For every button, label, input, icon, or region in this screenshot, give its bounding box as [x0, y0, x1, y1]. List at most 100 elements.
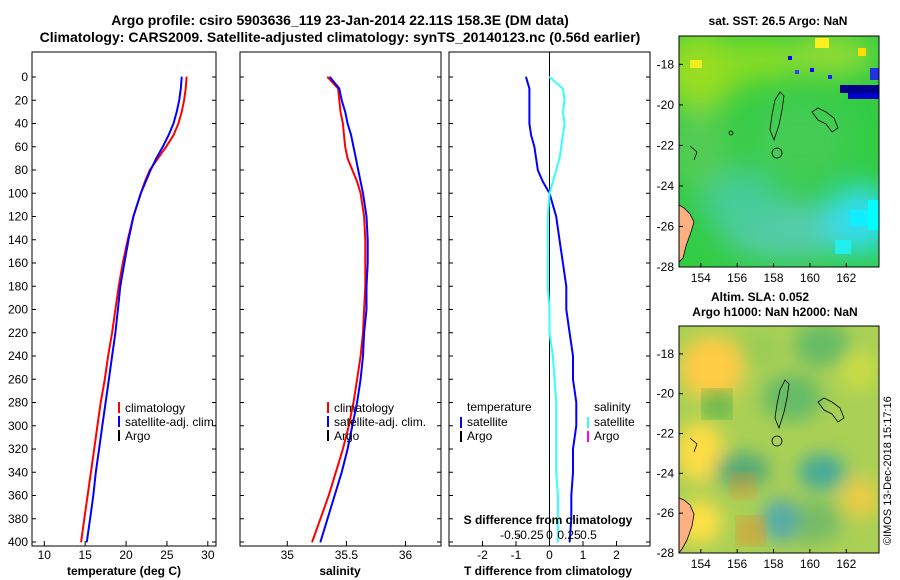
- data-point: [334, 494, 336, 497]
- data-point: [548, 76, 551, 78]
- map-y-tick-label: -24: [657, 179, 675, 193]
- data-point: [548, 332, 551, 334]
- series-line-satellite-adj-clim-: [85, 76, 183, 543]
- salinity-panel: 35 35.5 36 salinity climatology satellite-…: [239, 51, 442, 578]
- data-point: [572, 448, 574, 450]
- legend-climatology-label: climatology: [125, 401, 185, 415]
- data-point: [328, 494, 330, 497]
- map-y-tick-label: -26: [657, 219, 675, 233]
- difference-panel: -2 -1 0 1 2 -0.5-0.25 0 0.25 0.5 S difference f…: [448, 51, 651, 578]
- data-point: [535, 157, 537, 159]
- sst-map-image: [679, 36, 879, 267]
- series-line-salinity-satellite: [546, 76, 566, 542]
- data-point: [108, 378, 110, 380]
- y-tick-label: 180: [8, 279, 28, 293]
- y-tick-label: 200: [8, 303, 28, 317]
- data-point: [570, 494, 572, 497]
- y-tick-label: 80: [15, 163, 29, 177]
- y-tick-label: 340: [8, 465, 28, 479]
- data-point: [180, 88, 182, 90]
- data-point: [86, 541, 88, 543]
- data-point: [183, 99, 185, 101]
- x-tick-label: -1: [511, 548, 522, 562]
- data-point: [363, 308, 365, 311]
- y-tick-label: 40: [15, 117, 29, 131]
- map-y-tick-label: -20: [657, 98, 675, 112]
- map-x-tick-label: 156: [727, 557, 747, 571]
- map-x-tick-label: 154: [691, 271, 711, 285]
- difference-salinity-legend: salinity satellite Argo: [587, 400, 635, 443]
- y-tick-label: 280: [8, 396, 28, 410]
- series-line-temperature-satellite: [525, 76, 578, 543]
- legend-satellite-label: satellite-adj. clim.: [125, 415, 217, 429]
- temperature-axes-frame: [31, 51, 217, 547]
- data-point: [537, 169, 539, 171]
- data-point: [365, 308, 368, 311]
- data-point: [552, 181, 554, 183]
- y-tick-label: 380: [8, 512, 28, 526]
- salinity-axes-frame: [239, 51, 442, 547]
- sla-map-panel: Altim. SLA: 0.052 Argo h1000: NaN h2000:…: [657, 290, 880, 571]
- data-point: [555, 215, 557, 218]
- figure-title-line1: Argo profile: csiro 5903636_119 23-Jan-2…: [111, 12, 569, 28]
- s-tick-label: 0.25: [557, 528, 581, 542]
- data-point: [352, 401, 355, 404]
- data-point: [119, 285, 121, 287]
- data-point: [557, 494, 559, 497]
- s-tick-label: 0: [546, 528, 553, 542]
- data-point: [118, 285, 120, 287]
- sla-map-title-line2: Argo h1000: NaN h2000: NaN: [692, 305, 857, 319]
- map-x-tick-label: 162: [836, 271, 856, 285]
- x-tick-label: 25: [160, 548, 174, 562]
- data-point: [165, 146, 167, 148]
- data-point: [360, 378, 362, 380]
- x-tick-label: 10: [38, 548, 52, 562]
- data-point: [355, 157, 357, 159]
- salinity-xlabel: salinity: [319, 564, 361, 578]
- x-tick-label: 30: [201, 548, 215, 562]
- data-point: [528, 99, 531, 101]
- data-point: [186, 76, 188, 78]
- data-point: [339, 111, 342, 113]
- data-point: [326, 76, 329, 78]
- y-tick-label: 60: [15, 140, 29, 154]
- data-point: [162, 146, 164, 148]
- data-point: [565, 285, 567, 287]
- data-point: [111, 355, 113, 357]
- sla-map-frame: [678, 325, 880, 554]
- map-y-tick-label: -24: [657, 466, 675, 480]
- data-point: [150, 169, 152, 171]
- data-point: [96, 425, 98, 427]
- legend-climatology-label: climatology: [334, 401, 394, 415]
- credit-text: ©IMOS 13-Dec-2018 15:17:16: [882, 396, 894, 545]
- sla-map-image: [679, 326, 879, 553]
- data-point: [367, 239, 369, 241]
- data-point: [178, 99, 180, 101]
- data-point: [342, 122, 344, 125]
- x-tick-label: -2: [477, 548, 488, 562]
- salinity-legend: climatology satellite-adj. clim. Argo: [327, 401, 426, 443]
- data-point: [558, 157, 561, 159]
- data-point: [357, 169, 359, 171]
- y-tick-label: 360: [8, 489, 28, 503]
- data-point: [105, 401, 107, 404]
- data-point: [350, 134, 352, 136]
- data-point: [555, 448, 557, 450]
- s-tick-label: -0.25: [516, 528, 544, 542]
- legend-t-argo-label: Argo: [467, 429, 493, 443]
- legend-salinity-heading: salinity: [594, 400, 631, 414]
- data-point: [530, 134, 532, 136]
- temperature-xlabel: temperature (deg C): [67, 564, 181, 578]
- data-point: [176, 111, 178, 113]
- difference-temperature-legend: temperature satellite Argo: [460, 400, 532, 443]
- data-point: [555, 471, 557, 473]
- series-line-climatology: [311, 76, 367, 543]
- data-point: [564, 122, 566, 125]
- data-point: [562, 262, 564, 264]
- y-tick-label: 240: [8, 349, 28, 363]
- y-tick-label: 320: [8, 442, 28, 456]
- data-point: [364, 239, 366, 241]
- data-point: [547, 239, 549, 241]
- map-x-tick-label: 154: [691, 557, 711, 571]
- difference-s-label: S difference from climatology: [464, 513, 633, 527]
